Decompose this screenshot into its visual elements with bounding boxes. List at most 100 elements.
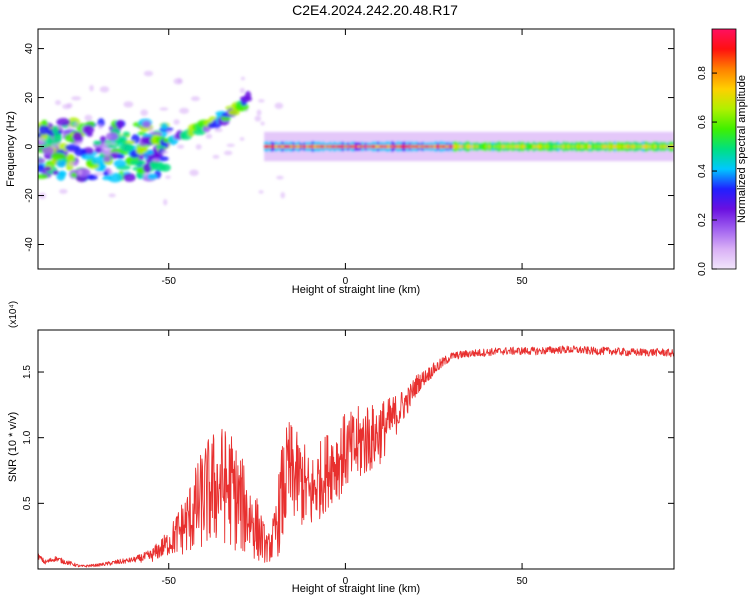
spectral-blob bbox=[42, 146, 54, 155]
band-core-cell bbox=[490, 145, 493, 148]
band-core-cell bbox=[576, 144, 579, 149]
band-core-cell bbox=[592, 145, 595, 148]
spectral-blob bbox=[91, 156, 106, 165]
band-core-cell bbox=[626, 144, 629, 149]
spectral-blob bbox=[44, 166, 52, 172]
band-core-cell bbox=[516, 145, 519, 149]
y-tick-label: 1.5 bbox=[22, 365, 33, 379]
band-core-cell bbox=[596, 144, 599, 149]
band-core-cell bbox=[325, 145, 328, 148]
spectral-outlier bbox=[68, 160, 78, 167]
spectral-blob bbox=[116, 120, 124, 129]
snr-panel: -50 0 50 0.5 1.0 1.5 Height of straight line … bbox=[7, 301, 675, 595]
band-core-cell bbox=[294, 145, 297, 149]
spectral-outlier bbox=[98, 124, 103, 130]
spectral-outlier bbox=[226, 143, 235, 147]
spectral-blob bbox=[122, 173, 136, 182]
band-core-cell bbox=[396, 144, 399, 149]
band-core-cell bbox=[410, 144, 413, 149]
band-core-cell bbox=[629, 144, 632, 149]
band-core-cell bbox=[585, 145, 588, 148]
band-core-cell bbox=[603, 145, 606, 148]
band-core-cell bbox=[299, 145, 302, 148]
band-core-cell bbox=[652, 144, 655, 149]
band-core-cell bbox=[287, 145, 290, 148]
spectral-outlier bbox=[256, 109, 262, 116]
band-core-cell bbox=[665, 145, 668, 148]
band-core-cell bbox=[633, 144, 636, 149]
spectral-outlier bbox=[99, 86, 110, 93]
band-core-cell bbox=[642, 144, 645, 149]
spectral-outlier bbox=[214, 128, 223, 133]
band-core-cell bbox=[575, 144, 578, 149]
band-core-cell bbox=[594, 145, 597, 148]
spectral-outlier bbox=[240, 76, 245, 81]
spectral-blob bbox=[38, 173, 49, 180]
band-core-cell bbox=[290, 144, 293, 149]
band-core-cell bbox=[661, 145, 664, 149]
band-core-cell bbox=[421, 145, 424, 149]
spectral-outlier bbox=[59, 188, 68, 194]
spectral-outlier bbox=[179, 107, 190, 114]
band-core-cell bbox=[311, 144, 314, 149]
band-core-cell bbox=[458, 144, 461, 149]
spectral-outlier bbox=[163, 198, 168, 206]
spectral-blob bbox=[116, 153, 125, 159]
spectral-blob bbox=[56, 159, 67, 168]
band-core-cell bbox=[419, 145, 422, 148]
band-core-cell bbox=[276, 145, 279, 149]
band-core-cell bbox=[601, 145, 604, 148]
spectral-outlier bbox=[102, 149, 112, 157]
band-core-cell bbox=[359, 145, 362, 148]
band-core-cell bbox=[546, 144, 549, 149]
band-core-cell bbox=[318, 144, 321, 149]
spectral-outlier bbox=[212, 154, 220, 159]
band-core-cell bbox=[543, 144, 546, 149]
colorbar: 0.0 0.2 0.4 0.6 0.8 Normalized spectral ampl… bbox=[697, 28, 748, 276]
spectral-blob bbox=[94, 147, 102, 153]
spectral-outlier bbox=[147, 126, 154, 132]
spectrogram-xlabel: Height of straight line (km) bbox=[292, 284, 420, 296]
band-core-cell bbox=[467, 144, 470, 149]
band-core-cell bbox=[624, 144, 627, 149]
spectral-blob bbox=[41, 119, 48, 126]
band-core-cell bbox=[398, 144, 401, 149]
spectral-outlier bbox=[254, 115, 262, 122]
band-core-cell bbox=[548, 144, 551, 149]
spectral-blob bbox=[58, 170, 67, 177]
band-core-cell bbox=[428, 145, 431, 148]
spectral-blob bbox=[81, 154, 95, 160]
band-core-cell bbox=[539, 144, 542, 149]
spectral-blob bbox=[113, 159, 127, 168]
spectral-blob bbox=[142, 120, 151, 128]
band-core-cell bbox=[306, 144, 309, 149]
band-core-cell bbox=[613, 144, 616, 149]
spectral-blob bbox=[51, 152, 66, 161]
band-core-cell bbox=[430, 144, 433, 149]
spectral-blob bbox=[56, 118, 71, 127]
band-core-cell bbox=[329, 144, 332, 149]
band-core-cell bbox=[509, 145, 512, 148]
band-core-cell bbox=[598, 144, 600, 149]
band-core-cell bbox=[393, 145, 396, 149]
band-core-cell bbox=[424, 145, 427, 148]
band-core-cell bbox=[635, 144, 638, 149]
band-core-cell bbox=[495, 145, 498, 149]
band-core-cell bbox=[619, 145, 622, 148]
x-tick-label: 0 bbox=[343, 276, 349, 287]
band-core-cell bbox=[649, 145, 652, 148]
band-core-cell bbox=[437, 145, 440, 148]
band-core-cell bbox=[297, 144, 300, 149]
band-core-cell bbox=[486, 145, 489, 148]
spectral-outlier bbox=[274, 102, 284, 109]
band-core-cell bbox=[341, 144, 344, 149]
band-core-cell bbox=[446, 145, 449, 148]
band-core-cell bbox=[566, 144, 569, 149]
band-core-cell bbox=[610, 145, 613, 148]
band-core-cell bbox=[573, 145, 576, 148]
band-core-cell bbox=[412, 145, 415, 148]
band-core-cell bbox=[387, 144, 390, 149]
band-core-cell bbox=[472, 145, 475, 149]
spectrogram-ylabel: Frequency (Hz) bbox=[5, 111, 17, 187]
spectral-outlier bbox=[276, 175, 284, 180]
